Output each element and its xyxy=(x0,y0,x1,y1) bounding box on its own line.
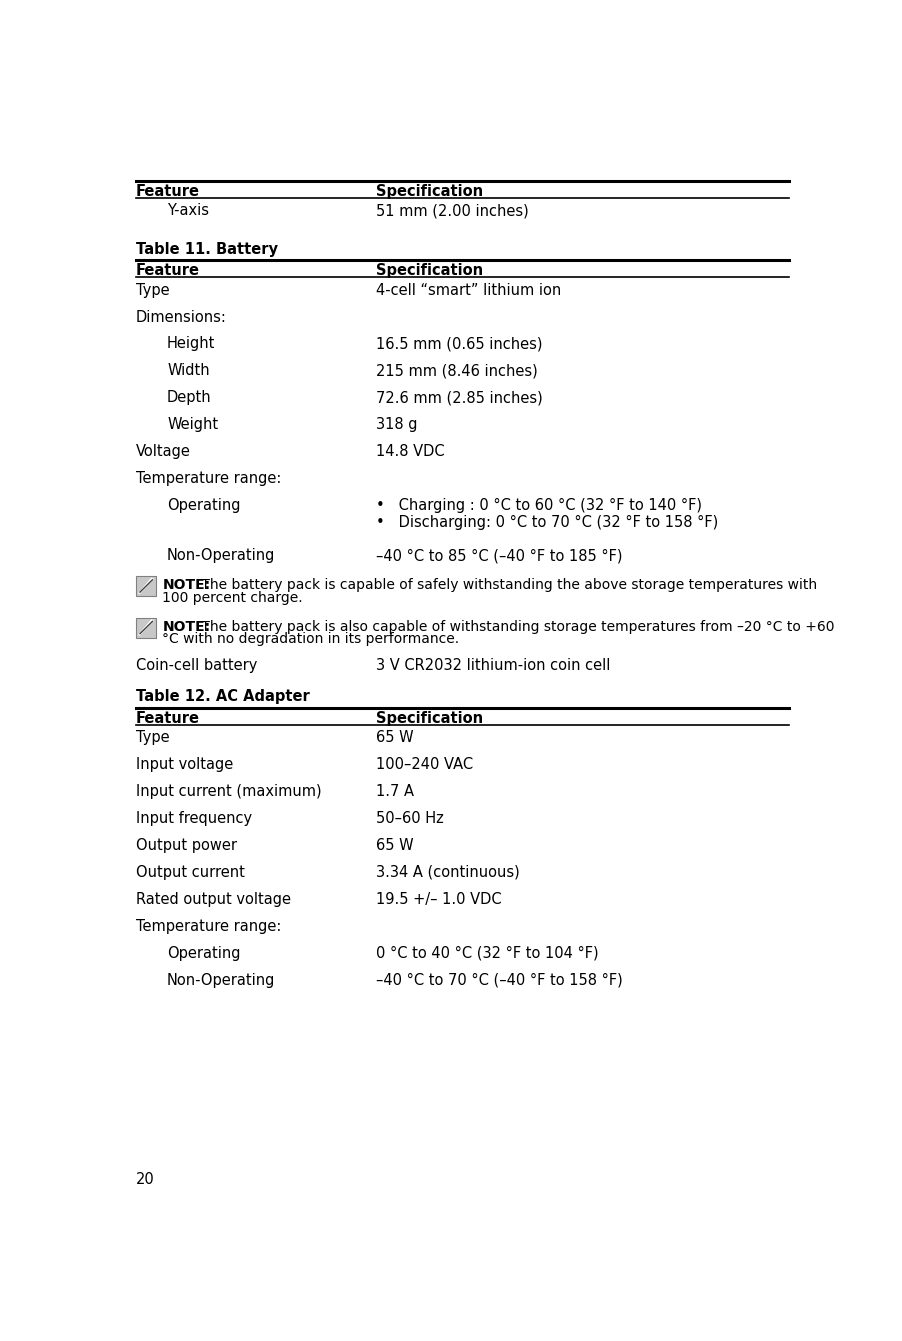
Text: Type: Type xyxy=(136,730,170,746)
Text: 1.7 A: 1.7 A xyxy=(376,784,414,799)
Bar xyxy=(136,575,156,595)
Text: Input frequency: Input frequency xyxy=(136,811,252,826)
Text: 14.8 VDC: 14.8 VDC xyxy=(376,444,445,459)
Bar xyxy=(136,617,156,637)
Text: Specification: Specification xyxy=(376,184,483,198)
Text: Voltage: Voltage xyxy=(136,444,191,459)
Text: Weight: Weight xyxy=(167,417,218,432)
Text: Depth: Depth xyxy=(167,390,211,405)
Text: Specification: Specification xyxy=(376,263,483,279)
Text: 65 W: 65 W xyxy=(376,838,413,853)
Polygon shape xyxy=(139,578,153,594)
Text: Type: Type xyxy=(136,283,170,298)
Text: Operating: Operating xyxy=(167,945,240,960)
Text: Table 12. AC Adapter: Table 12. AC Adapter xyxy=(136,689,309,704)
Text: 318 g: 318 g xyxy=(376,417,418,432)
Text: The battery pack is capable of safely withstanding the above storage temperature: The battery pack is capable of safely wi… xyxy=(197,578,815,593)
Text: Output power: Output power xyxy=(136,838,237,853)
Text: Feature: Feature xyxy=(136,184,200,198)
Text: 100 percent charge.: 100 percent charge. xyxy=(162,590,303,605)
Text: Specification: Specification xyxy=(376,711,483,725)
Text: The battery pack is also capable of withstanding storage temperatures from –20 °: The battery pack is also capable of with… xyxy=(197,620,833,634)
Text: 3.34 A (continuous): 3.34 A (continuous) xyxy=(376,865,520,880)
Text: Non-Operating: Non-Operating xyxy=(167,972,275,987)
Text: 72.6 mm (2.85 inches): 72.6 mm (2.85 inches) xyxy=(376,390,542,405)
Text: 16.5 mm (0.65 inches): 16.5 mm (0.65 inches) xyxy=(376,337,542,351)
Text: Coin-cell battery: Coin-cell battery xyxy=(136,658,257,673)
Text: 50–60 Hz: 50–60 Hz xyxy=(376,811,444,826)
Text: 4-cell “smart” lithium ion: 4-cell “smart” lithium ion xyxy=(376,283,561,298)
Text: Table 11. Battery: Table 11. Battery xyxy=(136,241,278,256)
Text: Temperature range:: Temperature range: xyxy=(136,919,281,933)
Text: 0 °C to 40 °C (32 °F to 104 °F): 0 °C to 40 °C (32 °F to 104 °F) xyxy=(376,945,598,960)
Text: •   Discharging: 0 °C to 70 °C (32 °F to 158 °F): • Discharging: 0 °C to 70 °C (32 °F to 1… xyxy=(376,515,718,530)
Text: 3 V CR2032 lithium-ion coin cell: 3 V CR2032 lithium-ion coin cell xyxy=(376,658,610,673)
Text: –40 °C to 70 °C (–40 °F to 158 °F): –40 °C to 70 °C (–40 °F to 158 °F) xyxy=(376,972,622,987)
Polygon shape xyxy=(139,620,153,636)
Text: Operating: Operating xyxy=(167,498,240,514)
Text: 20: 20 xyxy=(136,1172,155,1187)
Text: 51 mm (2.00 inches): 51 mm (2.00 inches) xyxy=(376,204,529,219)
Text: °C with no degradation in its performance.: °C with no degradation in its performanc… xyxy=(162,632,459,646)
Text: Feature: Feature xyxy=(136,711,200,725)
Text: Dimensions:: Dimensions: xyxy=(136,310,226,325)
Text: Input current (maximum): Input current (maximum) xyxy=(136,784,321,799)
Text: Input voltage: Input voltage xyxy=(136,756,233,772)
Text: Rated output voltage: Rated output voltage xyxy=(136,892,290,907)
Text: 19.5 +/– 1.0 VDC: 19.5 +/– 1.0 VDC xyxy=(376,892,502,907)
Text: Height: Height xyxy=(167,337,216,351)
Text: Output current: Output current xyxy=(136,865,244,880)
Text: Temperature range:: Temperature range: xyxy=(136,471,281,487)
Text: •   Charging : 0 °C to 60 °C (32 °F to 140 °F): • Charging : 0 °C to 60 °C (32 °F to 140… xyxy=(376,498,702,514)
Text: 65 W: 65 W xyxy=(376,730,413,746)
Text: NOTE:: NOTE: xyxy=(162,578,210,593)
Text: Non-Operating: Non-Operating xyxy=(167,548,275,563)
Text: NOTE:: NOTE: xyxy=(162,620,210,634)
Text: Feature: Feature xyxy=(136,263,200,279)
Text: Width: Width xyxy=(167,363,209,378)
Text: 215 mm (8.46 inches): 215 mm (8.46 inches) xyxy=(376,363,538,378)
Text: Y-axis: Y-axis xyxy=(167,204,209,219)
Text: 100–240 VAC: 100–240 VAC xyxy=(376,756,473,772)
Text: –40 °C to 85 °C (–40 °F to 185 °F): –40 °C to 85 °C (–40 °F to 185 °F) xyxy=(376,548,622,563)
